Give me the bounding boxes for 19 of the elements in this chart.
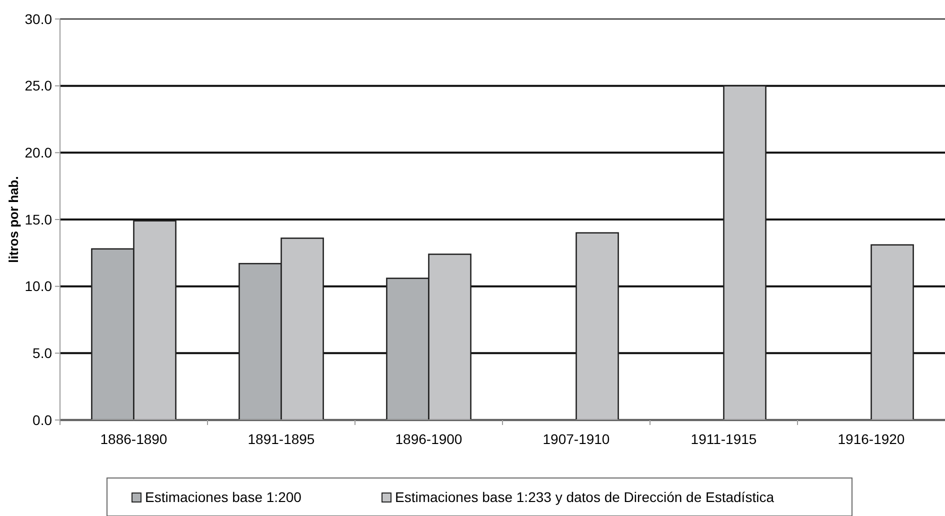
bar: [576, 232, 619, 421]
y-tick-label: 15.0: [24, 211, 52, 228]
y-tick-label: 0.0: [32, 412, 52, 428]
x-tick-label: 1916-1920: [838, 431, 905, 447]
y-tick-label: 25.0: [24, 78, 52, 94]
y-tick-label: 20.0: [24, 144, 52, 161]
x-tick-label: 1907-1910: [542, 431, 610, 447]
legend-label: Estimaciones base 1:233 y datos de Dirección de Estadística: [395, 489, 774, 505]
y-tick-label: 5.0: [32, 345, 52, 362]
x-tick-label: 1891-1895: [248, 431, 315, 447]
y-tick-label: 10.0: [24, 278, 52, 294]
x-tick-label: 1886-1890: [100, 431, 168, 447]
x-tick-label: 1911-1915: [690, 431, 757, 447]
y-axis-title: litros por hab.: [6, 176, 21, 263]
bar: [723, 85, 766, 421]
x-tick-label: 1896-1900: [395, 431, 462, 447]
bar: [870, 244, 914, 421]
legend-label: Estimaciones base 1:200: [145, 489, 302, 505]
y-tick-label: 30.0: [24, 10, 52, 27]
